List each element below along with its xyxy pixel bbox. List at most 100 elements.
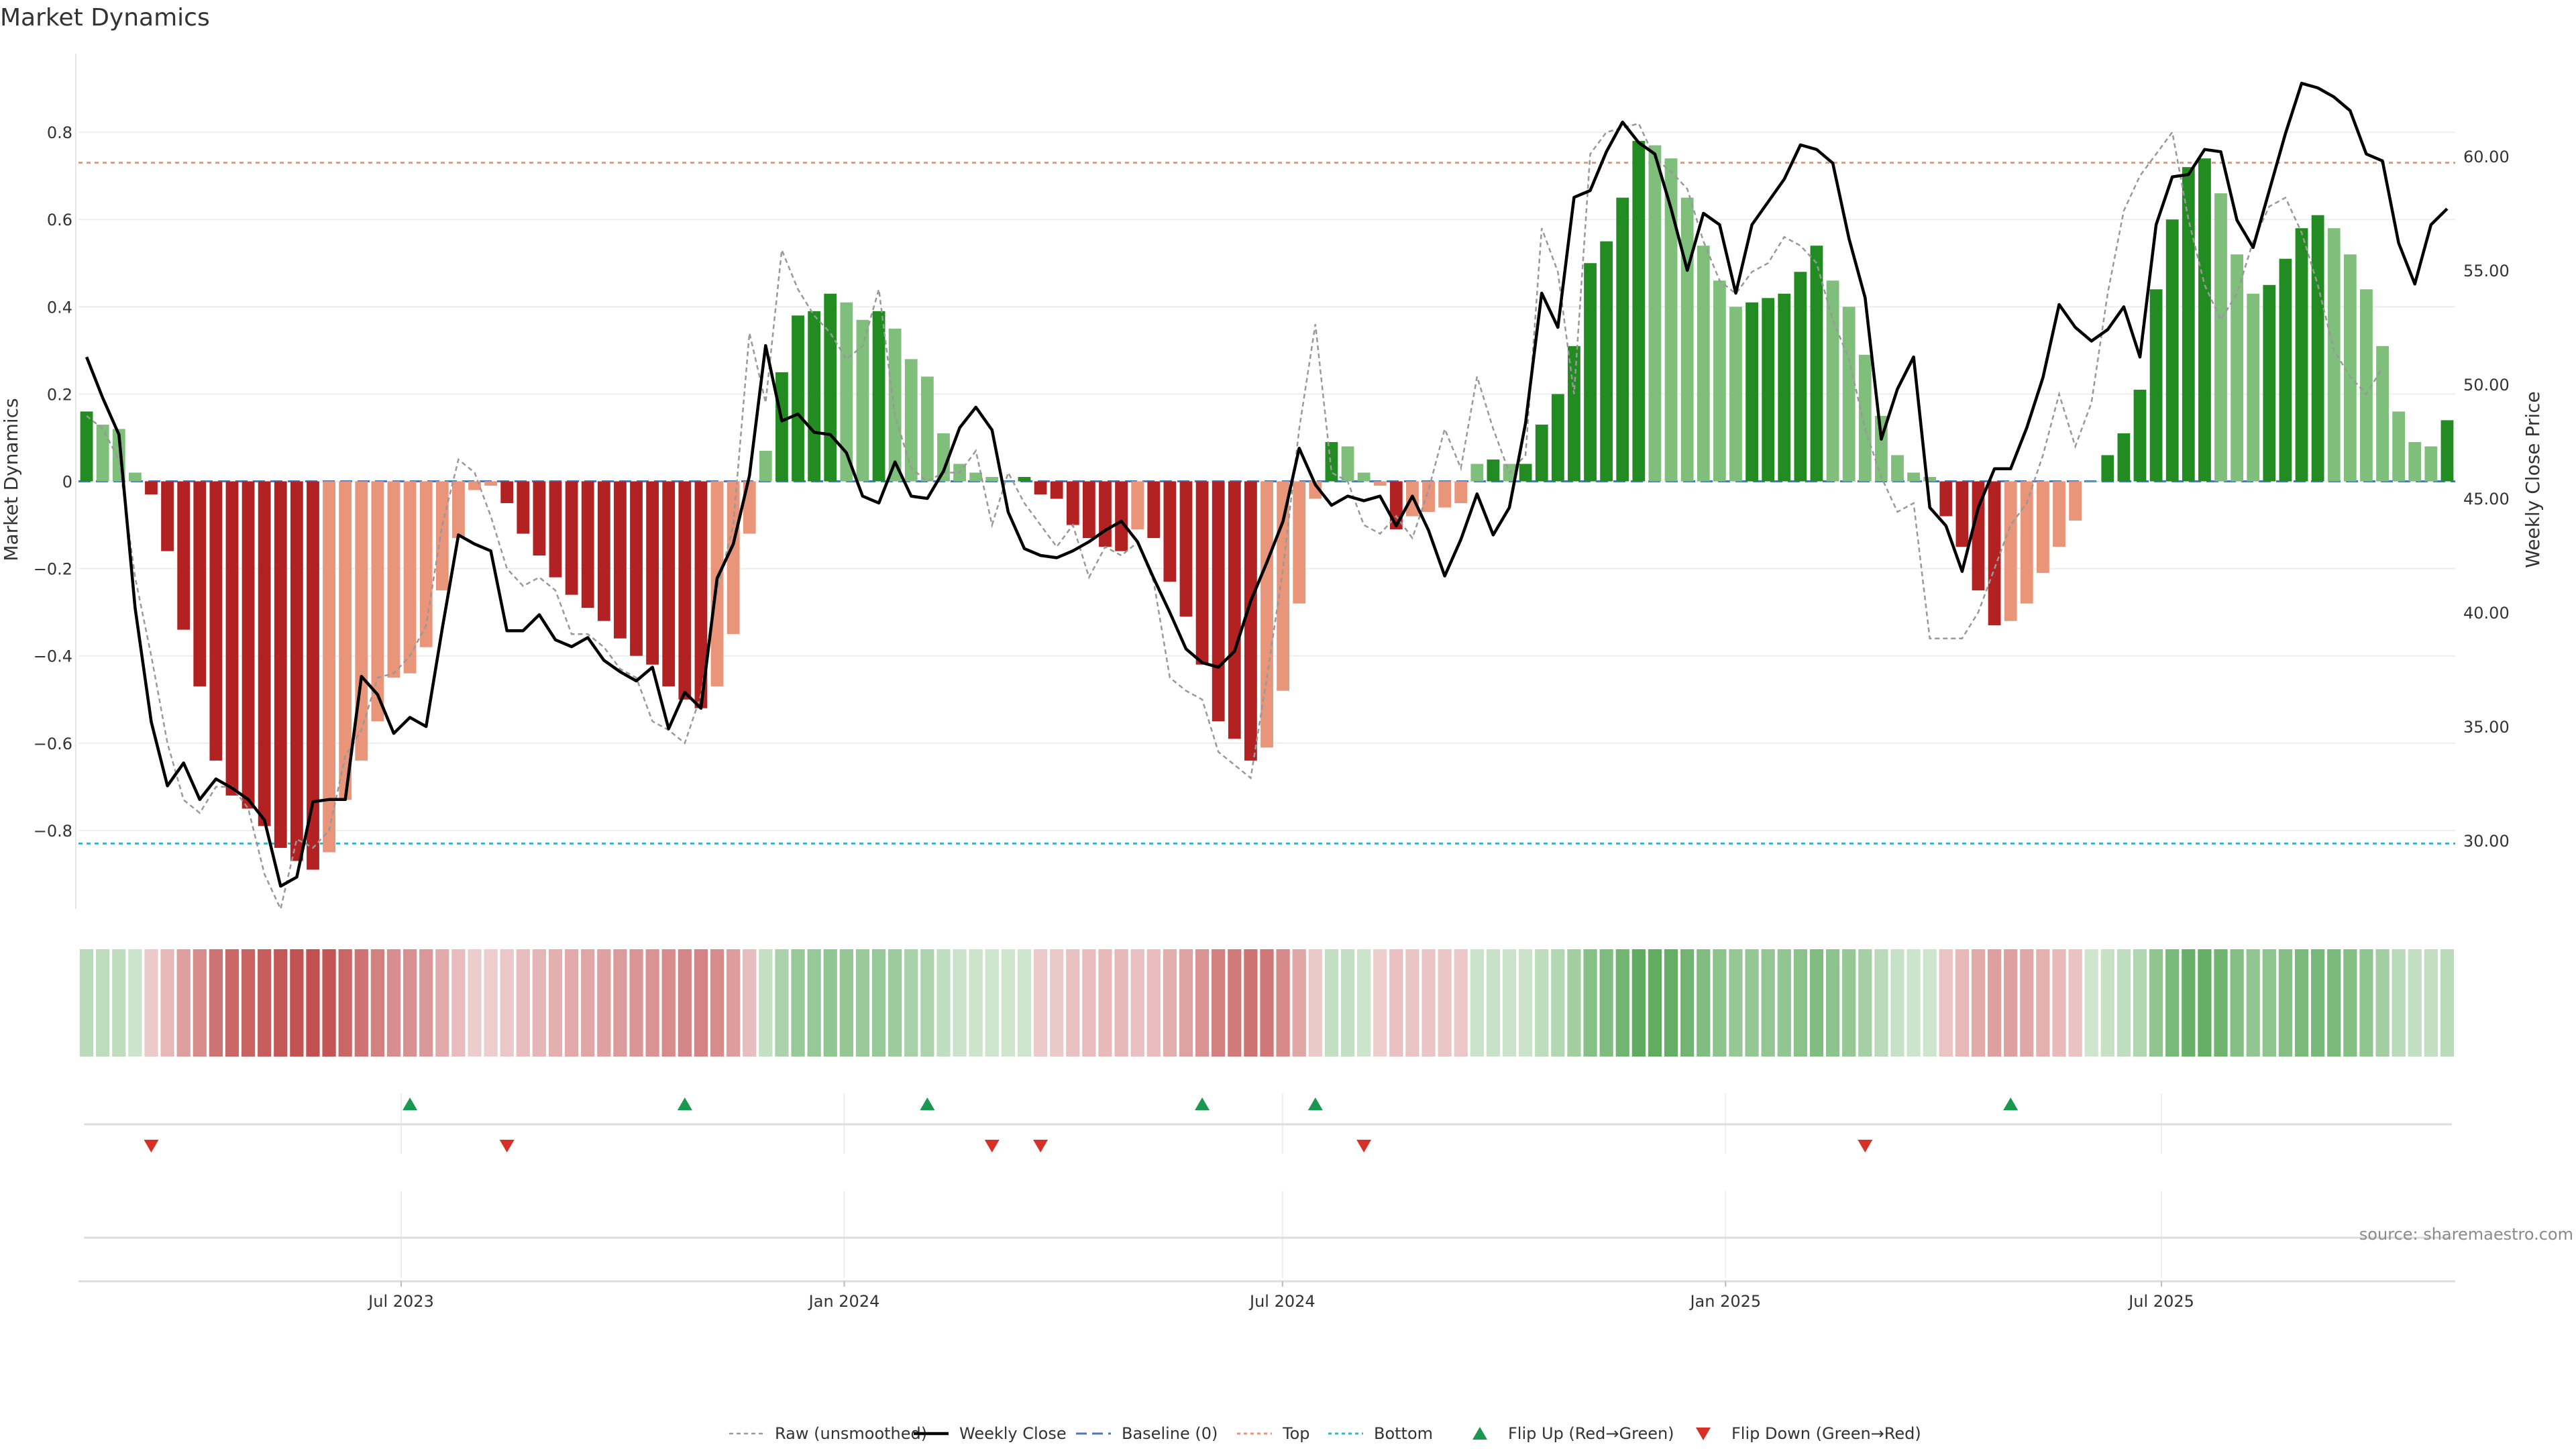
heatmap-cell <box>1340 949 1355 1057</box>
market-dynamics-bar <box>2133 389 2147 482</box>
x-tick-label: Jan 2024 <box>808 1292 880 1311</box>
heatmap-cell <box>1260 949 1274 1057</box>
market-dynamics-bar <box>1163 481 1177 582</box>
legend-label: Baseline (0) <box>1122 1424 1218 1443</box>
heatmap-cell <box>144 949 158 1057</box>
market-dynamics-bar <box>1568 345 1580 482</box>
market-dynamics-bar <box>581 481 594 608</box>
heatmap-cell <box>581 949 595 1057</box>
y-axis-label: Market Dynamics <box>0 398 22 561</box>
market-dynamics-bar <box>2004 481 2017 621</box>
heatmap-cell <box>370 949 385 1057</box>
heatmap-cell <box>79 949 94 1057</box>
heatmap-cell <box>2214 949 2228 1057</box>
heatmap-cell <box>1244 949 1258 1057</box>
market-dynamics-bar <box>128 472 142 482</box>
market-dynamics-bar <box>856 319 869 482</box>
heatmap-cell <box>1098 949 1112 1057</box>
heatmap-cell <box>823 949 837 1057</box>
heatmap-cell <box>2100 949 2114 1057</box>
market-dynamics-bar <box>630 481 643 656</box>
flip-down-marker <box>984 1140 1000 1152</box>
heatmap-cell <box>2327 949 2341 1057</box>
y2-axis-label: Weekly Close Price <box>2522 391 2544 568</box>
heatmap-cell <box>338 949 352 1057</box>
market-dynamics-bar <box>2214 193 2227 482</box>
heatmap-cell <box>564 949 579 1057</box>
heatmap-cell <box>1858 949 1872 1057</box>
market-dynamics-bar <box>1325 441 1338 482</box>
heatmap-cell <box>1292 949 1306 1057</box>
flip-down-marker <box>144 1140 159 1152</box>
y2-tick-label: 35.00 <box>2463 718 2510 737</box>
heatmap-cell <box>1519 949 1533 1057</box>
market-dynamics-bar <box>1907 472 1920 482</box>
market-dynamics-bar <box>1018 476 1031 482</box>
x-tick-label: Jul 2025 <box>2127 1292 2194 1311</box>
market-dynamics-bar <box>2053 481 2065 547</box>
heatmap-cell <box>1729 949 1743 1057</box>
flip-up-marker <box>1195 1097 1210 1110</box>
market-dynamics-bar <box>2247 293 2260 482</box>
y-tick-label: −0.4 <box>34 647 72 666</box>
heatmap-cell <box>839 949 853 1057</box>
heatmap-cell <box>2230 949 2244 1057</box>
market-dynamics-bar <box>1309 481 1322 499</box>
market-dynamics-bar <box>2311 215 2324 482</box>
heatmap-cell <box>468 949 482 1057</box>
heatmap-cell <box>193 949 207 1057</box>
market-dynamics-bar <box>1664 158 1678 482</box>
market-dynamics-bar <box>387 481 400 678</box>
y-tick-label: 0 <box>62 473 72 492</box>
market-dynamics-bar <box>2295 228 2308 482</box>
heatmap-cell <box>1470 949 1484 1057</box>
heatmap-cell <box>1017 949 1032 1057</box>
heatmap-cell <box>1599 949 1613 1057</box>
heatmap-cell <box>402 949 417 1057</box>
market-dynamics-bar <box>145 481 158 495</box>
market-dynamics-bars <box>80 141 2454 870</box>
market-dynamics-bar <box>1697 246 1710 482</box>
market-dynamics-bar <box>241 481 255 809</box>
heatmap-cell <box>1535 949 1549 1057</box>
market-dynamics-bar <box>1357 472 1371 482</box>
market-dynamics-bar <box>161 481 174 551</box>
heatmap-cell <box>904 949 918 1057</box>
market-dynamics-bar <box>2231 254 2244 482</box>
legend-label: Raw (unsmoothed) <box>775 1424 927 1443</box>
heatmap-cell <box>1907 949 1921 1057</box>
heatmap-cell <box>2246 949 2260 1057</box>
market-dynamics-bar <box>792 315 804 482</box>
heatmap-cell <box>1082 949 1096 1057</box>
heatmap-cell <box>1228 949 1242 1057</box>
legend: Raw (unsmoothed) Weekly Close Baseline (0)… <box>729 1424 1921 1443</box>
heatmap-cell <box>2408 949 2422 1057</box>
market-dynamics-bar <box>1535 424 1548 482</box>
heatmap-cell <box>1114 949 1128 1057</box>
heatmap-cell <box>1777 949 1791 1057</box>
legend-label: Weekly Close <box>959 1424 1067 1443</box>
weekly-close-line <box>85 81 2449 888</box>
heatmap-cell <box>128 949 142 1057</box>
market-dynamics-bar <box>2408 441 2422 482</box>
heatmap-cell <box>1130 949 1144 1057</box>
market-dynamics-bar <box>2360 289 2373 482</box>
market-dynamics-bar <box>1551 394 1564 482</box>
market-dynamics-bar <box>904 359 918 482</box>
market-dynamics-bar <box>1680 197 1694 482</box>
market-dynamics-bar <box>1179 481 1193 617</box>
market-dynamics-bar <box>2101 455 2114 482</box>
market-dynamics-bar <box>2263 284 2276 482</box>
market-dynamics-bar <box>274 481 287 848</box>
market-dynamics-bar <box>888 328 902 482</box>
market-dynamics-bar <box>323 481 335 853</box>
y-tick-label: −0.6 <box>34 735 72 753</box>
heatmap-cell <box>710 949 724 1057</box>
legend-label: Top <box>1282 1424 1310 1443</box>
heatmap-cell <box>2068 949 2082 1057</box>
market-dynamics-bar <box>1195 481 1209 665</box>
heatmap-cell <box>484 949 498 1057</box>
market-dynamics-bar <box>1713 280 1726 482</box>
price-and-raw-lines <box>85 81 2449 912</box>
